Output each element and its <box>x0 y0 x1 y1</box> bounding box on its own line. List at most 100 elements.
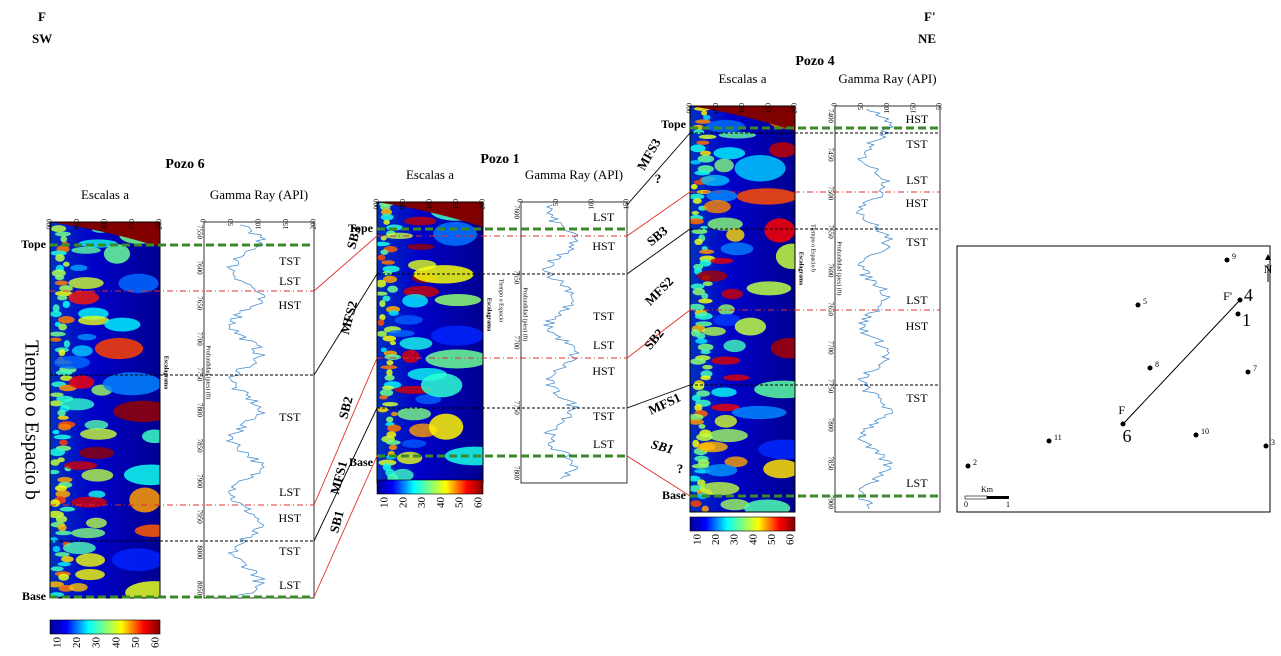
depth-tick: 7800 <box>826 418 834 433</box>
scale-tick: 100 <box>101 219 109 230</box>
scale-band <box>60 235 68 243</box>
scale-band <box>54 485 67 492</box>
top-label: Tope <box>21 237 47 251</box>
scale-band <box>763 459 795 479</box>
system-tract: TST <box>279 410 301 424</box>
scale-band <box>103 244 131 264</box>
gr-title: Gamma Ray (API) <box>838 71 936 86</box>
scale-band <box>691 463 710 469</box>
scale-band <box>754 380 795 399</box>
correlation-line <box>313 455 378 598</box>
scale-band <box>691 229 708 235</box>
colorbar-tick: 40 <box>110 637 122 649</box>
system-tract: LST <box>279 274 301 288</box>
depth-tick: 7650 <box>512 270 520 285</box>
colorbar-tick: 30 <box>416 497 428 509</box>
scale-band <box>54 552 70 557</box>
scale-band <box>694 119 711 124</box>
scale-band <box>57 409 66 417</box>
scale-band <box>388 310 399 316</box>
well-point <box>1193 432 1199 438</box>
scale-band <box>50 459 60 466</box>
well-point <box>1135 302 1141 308</box>
surface-label: MFS2 <box>337 299 360 336</box>
scale-unit: Km <box>981 485 994 494</box>
depth-tick: 7550 <box>826 225 834 240</box>
scale-band <box>81 469 114 482</box>
scale-band <box>57 457 65 463</box>
gr-tick: 200 <box>310 219 318 230</box>
scale-band <box>58 423 72 431</box>
gr-tick: 50 <box>857 103 865 111</box>
scale-band <box>102 372 160 396</box>
scale-band <box>75 553 106 567</box>
scale-band <box>696 441 728 453</box>
scale-band <box>394 315 423 325</box>
colorbar-tick: 20 <box>397 497 409 509</box>
scale-tick: 150 <box>452 199 460 210</box>
scale-band <box>382 265 400 273</box>
scale-band <box>68 290 100 305</box>
scale-tick: 200 <box>479 199 487 210</box>
scale-band <box>382 270 392 276</box>
scale-band <box>386 360 394 366</box>
scale-tick: 000 <box>686 103 694 114</box>
scale-band <box>397 451 423 465</box>
scalogram-pattern <box>50 222 160 598</box>
surface-label: MFS3 <box>634 135 664 172</box>
scale-band <box>382 335 397 342</box>
depth-label: Profundidad (pies) (ft) <box>522 287 529 341</box>
gr-title: Gamma Ray (API) <box>525 167 623 182</box>
scale-band <box>696 433 713 441</box>
colorbar-tick: 40 <box>747 534 759 546</box>
well-number: 9 <box>1232 252 1236 261</box>
scale-band <box>692 288 706 296</box>
scale-band <box>430 325 483 346</box>
colorbar-tick: 10 <box>379 497 391 509</box>
system-tract: HST <box>906 196 929 210</box>
scale-band <box>690 160 702 165</box>
scale-band <box>702 326 726 336</box>
scale-band <box>58 439 68 446</box>
scale-bar <box>987 496 1009 499</box>
scale-band <box>58 573 70 581</box>
scale-band <box>85 517 107 529</box>
gr-curve <box>225 224 267 596</box>
depth-tick: 7600 <box>826 263 834 278</box>
scale-band <box>717 304 735 316</box>
depth-tick: 7750 <box>195 367 203 382</box>
scale-band <box>55 530 72 536</box>
surface-label: MFS2 <box>642 274 677 309</box>
time-label: Tiempo o Espacio <box>498 279 504 322</box>
system-tract: LST <box>593 437 615 451</box>
depth-tick: 7700 <box>826 341 834 356</box>
well-name: Pozo 4 <box>795 54 834 69</box>
scale-band <box>701 110 708 116</box>
colorbar-tick: 50 <box>454 497 466 509</box>
cone <box>377 202 483 227</box>
scale-band <box>379 314 386 321</box>
scale-band <box>769 142 795 158</box>
scale-band <box>690 419 705 425</box>
colorbar-tick: 40 <box>435 497 447 509</box>
scale-band <box>415 394 442 405</box>
scale-band <box>378 459 397 466</box>
scale-band <box>142 429 160 444</box>
scale-band <box>58 315 75 324</box>
system-tract: TST <box>279 544 301 558</box>
scale-band <box>697 479 706 487</box>
scale-band <box>734 317 767 336</box>
scale-band <box>382 402 399 407</box>
depth-tick: 7650 <box>826 302 834 317</box>
depth-tick: 7500 <box>826 186 834 201</box>
scale-band <box>54 274 65 281</box>
section-letter: F <box>38 9 46 24</box>
scale-band <box>702 281 713 287</box>
correlation-line <box>313 273 378 376</box>
gr-track <box>203 221 315 599</box>
scale-band <box>690 193 705 200</box>
surface-label: MFS1 <box>327 459 350 496</box>
scale-band <box>50 310 62 318</box>
scale-band <box>50 448 66 457</box>
scale-band <box>736 188 795 205</box>
